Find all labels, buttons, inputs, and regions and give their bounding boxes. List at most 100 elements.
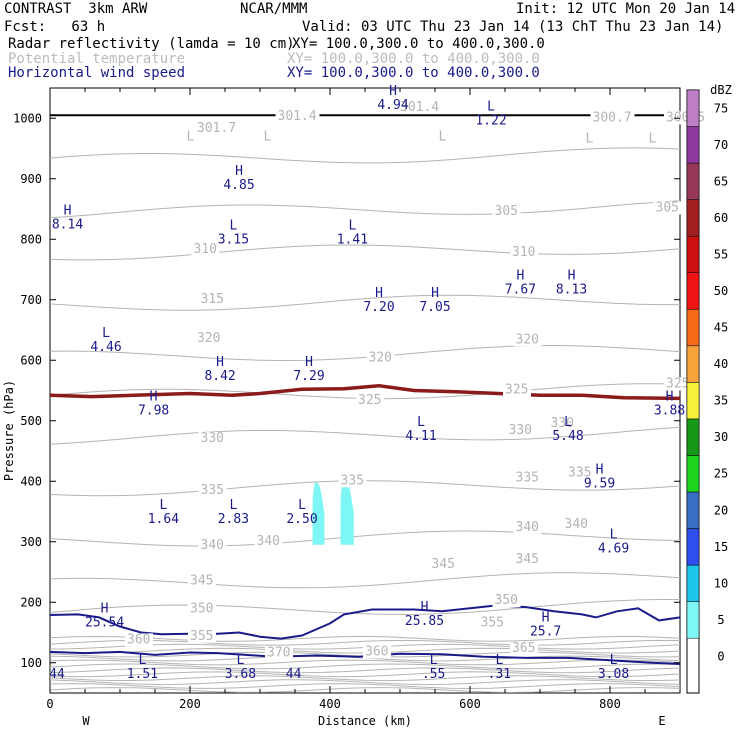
theta-contour	[49, 683, 681, 690]
colorbar-swatch	[686, 491, 700, 529]
wind-extremum-marker: H	[235, 164, 243, 179]
wind-extremum-value: 1.51	[127, 667, 158, 682]
wind-extremum-value: 5.48	[552, 429, 583, 444]
theta-label-bg	[198, 483, 227, 497]
theta-contour	[49, 147, 681, 164]
wind-extremum-value: 7.05	[419, 300, 450, 315]
wind-extremum-marker: H	[101, 601, 109, 616]
theta-label: 340	[565, 517, 588, 532]
theta-contour	[49, 599, 680, 616]
wind-extremum-value: 7.29	[293, 369, 324, 384]
wind-speed-contour	[49, 604, 681, 640]
colorbar-swatch	[686, 418, 700, 456]
colorbar-tick-label: 15	[714, 540, 728, 554]
theta-label-bg	[338, 474, 367, 488]
wind-extremum-marker: H	[431, 286, 439, 301]
colorbar-swatch	[686, 272, 700, 310]
wind-extremum-marker: L	[298, 498, 306, 513]
wind-extremum-value: 25.7	[530, 625, 561, 640]
wind-extremum-marker: H	[596, 462, 604, 477]
x-axis-label: Distance (km)	[318, 714, 412, 728]
wind-extremum-marker: H	[216, 355, 224, 370]
y-tick-label: 400	[20, 474, 42, 488]
theta-label-bg	[653, 201, 682, 215]
theta-contour	[49, 200, 681, 219]
wind-extremum-marker: H	[375, 286, 383, 301]
theta-label-bg	[590, 111, 635, 125]
theta-label: 305	[656, 200, 679, 215]
wind-extremum-value: 8.42	[204, 369, 235, 384]
colorbar-tick-label: 25	[714, 467, 728, 481]
theta-label: 315	[201, 292, 224, 307]
theta-label: 330	[551, 416, 574, 431]
theta-contour	[49, 671, 681, 678]
theta-label-bg	[275, 110, 320, 124]
wind-extremum-marker: H	[150, 390, 158, 405]
axes-layer: 100 200 300 400 500 600 700 800 900 1000 0 200 400 60…	[2, 88, 681, 728]
theta-label-bg	[195, 122, 239, 136]
theta-label: 345	[516, 552, 539, 567]
theta-label-bg	[478, 616, 507, 630]
theta-contour	[49, 659, 681, 666]
wind-extremum-marker: H	[666, 390, 674, 405]
colorbar-tick-label: 55	[714, 247, 728, 261]
theta-contour	[49, 663, 681, 670]
theta-label: 320	[197, 331, 220, 346]
field-radar-xy: XY= 100.0,300.0 to 400.0,300.0	[292, 36, 545, 52]
wind-extremum-marker: L	[236, 653, 244, 668]
colorbar-tick-label: 50	[714, 284, 728, 298]
theta-label: 345	[432, 557, 455, 572]
theta-label-bg	[191, 243, 220, 257]
y-tick-label: 100	[20, 656, 42, 670]
wind-extremum-value: 25.54	[85, 615, 124, 630]
wind-extremum-value: 8.13	[556, 283, 587, 298]
valid-time: Valid: 03 UTC Thu 23 Jan 14 (13 ChT Thu …	[302, 19, 724, 35]
wind-extremum-value: 4.94	[377, 98, 408, 113]
wind-extremum-marker: L	[495, 653, 503, 668]
field-potential-temperature: Potential temperature	[8, 51, 186, 67]
y-tick-label: 300	[20, 535, 42, 549]
wind-extremum-value: 3.15	[218, 232, 249, 247]
theta-label-bg	[366, 351, 395, 365]
wind-extremum-value: 4.46	[90, 340, 121, 355]
theta-label-bg	[562, 517, 591, 531]
theta-label: 335	[516, 470, 539, 485]
theta-label-bg	[265, 646, 293, 660]
colorbar-tick-label: 30	[714, 430, 728, 444]
colorbar-tick-label: 5	[717, 613, 724, 627]
reflectivity-cell	[340, 479, 354, 545]
theta-extremum-marker: L	[264, 130, 272, 145]
theta-label-bg	[429, 557, 458, 571]
theta-contour	[49, 244, 681, 261]
wind-extremum-value: 9.59	[584, 476, 615, 491]
theta-label: 370	[267, 646, 290, 661]
theta-label: 320	[369, 350, 392, 365]
theta-contour	[49, 635, 681, 642]
theta-label-bg	[506, 424, 535, 438]
theta-contour	[49, 639, 681, 646]
theta-label-bg	[510, 246, 538, 260]
theta-extremum-marker: L	[649, 131, 657, 146]
colorbar-swatch	[686, 382, 700, 420]
wind-extremum-marker: H	[568, 269, 576, 284]
theta-label: 325	[505, 383, 528, 398]
theta-label-bg	[510, 641, 538, 655]
init-time: Init: 12 UTC Mon 20 Jan 14	[516, 1, 736, 17]
theta-label: 355	[190, 629, 213, 644]
theta-label: 340	[257, 534, 280, 549]
theta-contour	[49, 426, 681, 445]
colorbar-swatch	[686, 162, 700, 200]
colorbar-tick-label: 40	[714, 357, 728, 371]
theta-label-bg	[188, 574, 216, 588]
colorbar-swatch	[686, 345, 700, 383]
theta-label-bg	[503, 383, 531, 397]
wind-extremum-marker: H	[64, 203, 72, 218]
theta-label-bg	[188, 602, 216, 616]
colorbar-tick-label: 70	[714, 138, 728, 152]
thick-contour-line	[49, 383, 681, 401]
x-tick-label: 200	[179, 697, 201, 711]
wind-extremum-marker: H	[389, 84, 397, 99]
wind-extremum-value: .55	[422, 667, 445, 682]
y-tick-label: 500	[20, 414, 42, 428]
